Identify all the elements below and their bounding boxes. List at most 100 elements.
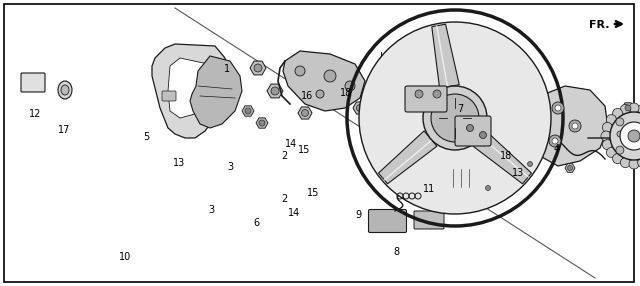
Polygon shape [353,102,367,114]
FancyBboxPatch shape [455,116,491,146]
Circle shape [301,110,308,116]
Text: 2: 2 [282,194,288,204]
Circle shape [398,64,406,72]
Polygon shape [378,131,437,184]
Circle shape [398,114,406,122]
FancyBboxPatch shape [162,91,176,101]
Circle shape [572,123,578,129]
Circle shape [620,158,630,168]
Text: 15: 15 [307,188,320,198]
Polygon shape [242,106,254,116]
Circle shape [316,90,324,98]
Circle shape [381,55,399,73]
Circle shape [324,70,336,82]
Text: 5: 5 [143,132,149,142]
FancyBboxPatch shape [369,210,406,233]
Circle shape [245,108,251,114]
Circle shape [616,146,624,154]
Text: 3: 3 [227,162,234,172]
Polygon shape [190,56,242,128]
Circle shape [359,22,551,214]
Circle shape [385,109,395,119]
Text: 16: 16 [301,91,314,101]
Text: 18: 18 [499,151,512,161]
Text: 2: 2 [282,151,288,161]
Polygon shape [622,103,634,113]
Circle shape [486,186,490,190]
Circle shape [568,166,573,170]
Circle shape [555,105,561,111]
Polygon shape [525,160,535,168]
Circle shape [617,131,623,137]
Polygon shape [532,86,608,166]
Text: 10: 10 [118,253,131,262]
Polygon shape [298,107,312,119]
Circle shape [381,105,399,123]
Circle shape [628,130,640,142]
Circle shape [259,120,265,126]
Circle shape [616,118,624,126]
Circle shape [549,135,561,147]
Circle shape [271,87,279,95]
FancyBboxPatch shape [21,73,45,92]
Text: 8: 8 [394,247,400,257]
Text: 14: 14 [285,140,298,149]
FancyBboxPatch shape [449,167,479,189]
Polygon shape [565,164,575,172]
Circle shape [602,140,612,150]
Ellipse shape [61,85,69,95]
Circle shape [612,108,623,118]
Text: 7: 7 [458,104,464,114]
Polygon shape [152,44,228,138]
Text: 14: 14 [288,208,301,218]
Text: 13: 13 [173,158,186,168]
Circle shape [620,122,640,150]
Polygon shape [250,61,266,75]
Circle shape [552,138,558,144]
Circle shape [637,158,640,168]
Polygon shape [283,51,365,111]
Text: 4: 4 [554,144,560,154]
Circle shape [569,120,581,132]
Ellipse shape [58,81,72,99]
Text: 17: 17 [58,125,70,135]
Circle shape [356,104,364,112]
Text: 15: 15 [298,145,310,155]
FancyBboxPatch shape [405,86,447,112]
Text: 11: 11 [422,184,435,194]
Circle shape [479,132,486,138]
Circle shape [295,66,305,76]
Circle shape [423,86,487,150]
Circle shape [415,90,423,98]
Polygon shape [256,118,268,128]
Circle shape [552,102,564,114]
Circle shape [433,90,441,98]
Polygon shape [473,131,531,184]
Text: 3: 3 [208,205,214,215]
Circle shape [629,159,639,169]
Circle shape [610,112,640,160]
Circle shape [637,104,640,114]
Text: 12: 12 [29,110,42,119]
Circle shape [385,59,395,69]
Circle shape [625,105,631,111]
Text: FR.: FR. [589,20,610,30]
Circle shape [254,64,262,72]
Circle shape [483,183,493,193]
Circle shape [606,114,616,124]
Text: H: H [29,78,36,88]
Circle shape [467,124,474,132]
FancyBboxPatch shape [414,211,444,229]
Circle shape [602,122,612,132]
Text: 9: 9 [355,210,362,219]
Circle shape [345,81,355,91]
Circle shape [606,148,616,158]
Text: 6: 6 [253,218,259,228]
Circle shape [431,94,479,142]
Circle shape [620,104,630,114]
Circle shape [612,154,623,164]
Polygon shape [267,84,283,98]
Text: 18: 18 [339,88,352,98]
Polygon shape [168,58,212,118]
Circle shape [601,131,611,141]
